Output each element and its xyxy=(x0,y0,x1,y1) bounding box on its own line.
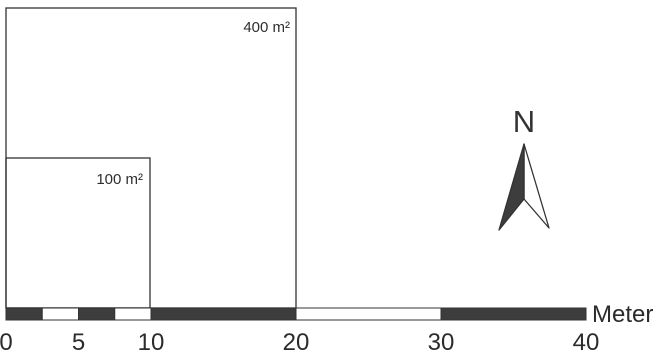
scale-unit-label: Meter xyxy=(592,301,653,328)
scale-segment-light xyxy=(41,307,79,321)
scale-tick-labels: 0 5 10 20 30 40 xyxy=(0,329,599,352)
scale-segment-light xyxy=(295,307,442,321)
scale-segment-dark xyxy=(150,307,297,321)
scale-tick-label: 10 xyxy=(138,329,165,352)
scale-tick-label: 20 xyxy=(283,329,310,352)
plot-100-label: 100 m² xyxy=(96,171,143,188)
scale-tick-label: 30 xyxy=(428,329,455,352)
scale-bar: 0 5 10 20 30 40 Meter xyxy=(0,301,653,352)
scale-tick-label: 5 xyxy=(72,329,85,352)
scale-segment-dark xyxy=(440,307,587,321)
scale-tick-label: 0 xyxy=(0,329,13,352)
scale-bar-segments xyxy=(5,307,587,321)
scale-segment-light xyxy=(114,307,152,321)
scale-bar-frame xyxy=(5,307,587,321)
scale-tick-label: 40 xyxy=(573,329,600,352)
north-arrow: N xyxy=(498,104,550,231)
north-arrow-icon xyxy=(498,143,550,231)
scale-segment-dark xyxy=(78,307,116,321)
north-label: N xyxy=(513,104,535,139)
plot-400-label: 400 m² xyxy=(243,19,290,36)
scale-segment-dark xyxy=(5,307,43,321)
